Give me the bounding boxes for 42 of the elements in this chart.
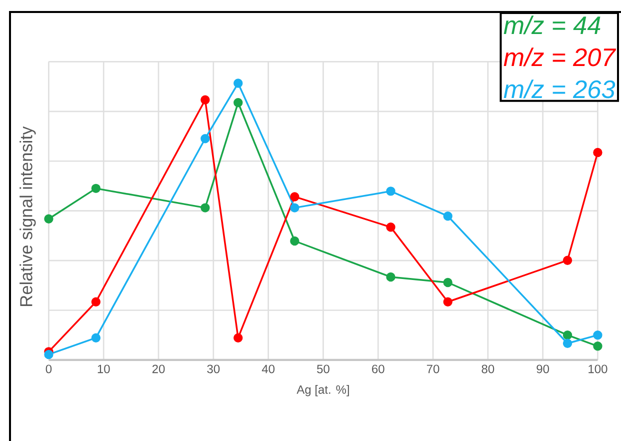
point bbox=[290, 192, 300, 202]
point bbox=[91, 184, 101, 194]
point bbox=[200, 95, 210, 104]
point bbox=[593, 330, 602, 340]
point bbox=[290, 236, 300, 246]
x-tick-label: 100 bbox=[588, 364, 608, 374]
point bbox=[386, 272, 396, 282]
point bbox=[290, 203, 300, 212]
x-tick-label: 50 bbox=[317, 364, 330, 374]
text: m/z = 263 bbox=[504, 80, 616, 98]
point bbox=[386, 186, 396, 196]
x-tick-label: 30 bbox=[207, 364, 220, 374]
point bbox=[44, 214, 54, 224]
x-tick-label: 20 bbox=[152, 364, 165, 374]
x-tick-label: 0 bbox=[46, 364, 52, 374]
point bbox=[443, 278, 452, 288]
x-tick-label: 80 bbox=[482, 364, 494, 374]
x-tick-label: 90 bbox=[536, 364, 550, 374]
text: m/z = 44 bbox=[504, 16, 600, 34]
point bbox=[562, 256, 572, 265]
x-tick-label: 40 bbox=[262, 364, 275, 374]
point bbox=[200, 203, 210, 212]
point bbox=[593, 342, 602, 351]
point bbox=[91, 297, 101, 306]
y-axis-title: Relative signal intensity bbox=[20, 126, 36, 306]
text: m/z = 207 bbox=[504, 48, 616, 66]
point bbox=[200, 134, 210, 144]
point bbox=[386, 222, 396, 232]
x-axis-title: Ag [at. %] bbox=[296, 385, 349, 396]
x-tick-label: 10 bbox=[98, 364, 110, 374]
point bbox=[44, 350, 54, 360]
point bbox=[91, 333, 101, 342]
point bbox=[234, 78, 243, 88]
point bbox=[443, 211, 452, 221]
point bbox=[562, 338, 572, 348]
point bbox=[234, 98, 243, 108]
point bbox=[562, 330, 572, 340]
point bbox=[443, 297, 452, 306]
point bbox=[593, 148, 602, 158]
x-tick-label: 60 bbox=[372, 364, 384, 374]
x-tick-label: 70 bbox=[426, 364, 440, 374]
point bbox=[234, 333, 243, 342]
